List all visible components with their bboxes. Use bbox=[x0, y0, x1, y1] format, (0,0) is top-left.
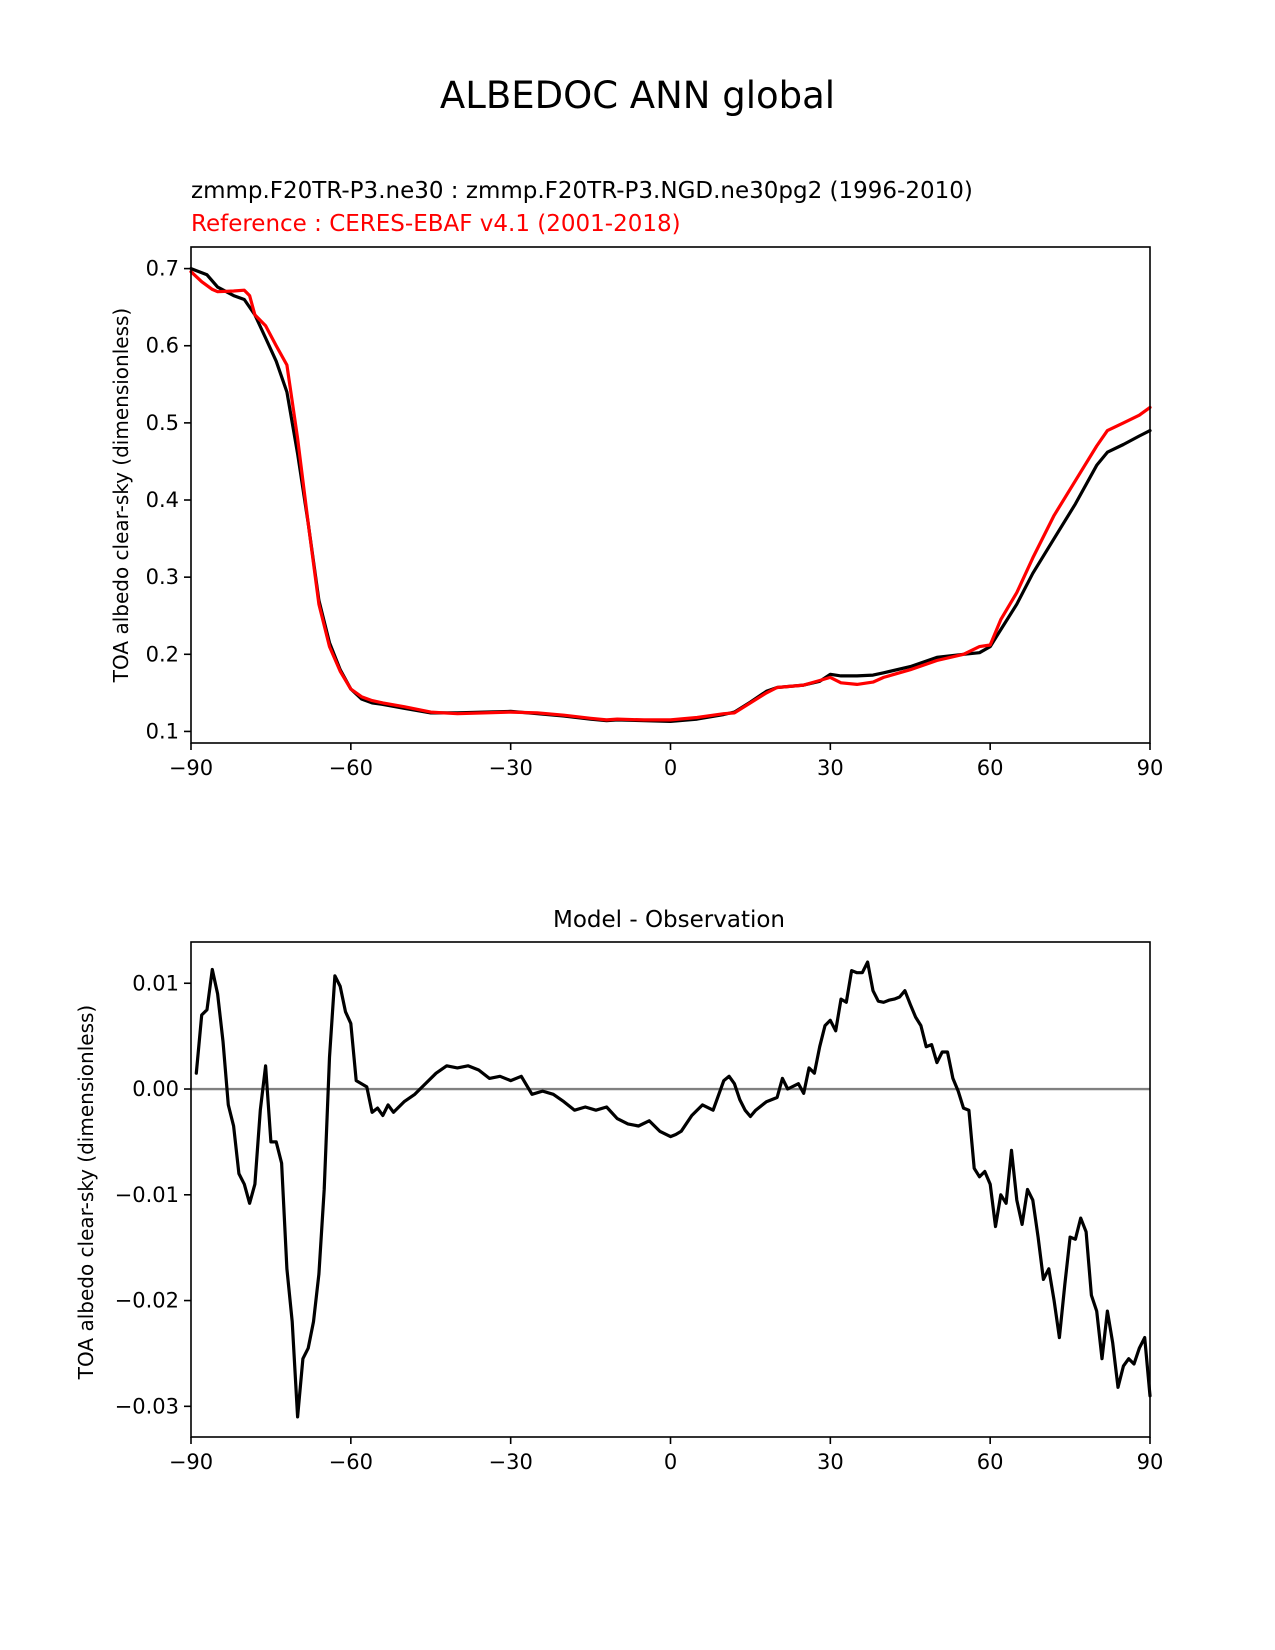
top-panel-reference-title: Reference : CERES-EBAF v4.1 (2001-2018) bbox=[191, 211, 681, 237]
bottom-xtick-label: −30 bbox=[489, 1450, 533, 1474]
top-xtick-label: −60 bbox=[329, 756, 373, 780]
top-ytick-label: 0.3 bbox=[146, 565, 179, 589]
figure-title: ALBEDOC ANN global bbox=[440, 74, 835, 117]
bottom-ytick-label: 0.00 bbox=[132, 1077, 179, 1101]
top-series-reference bbox=[189, 270, 1152, 722]
bottom-series-difference bbox=[194, 960, 1152, 1419]
bottom-ytick-label: −0.01 bbox=[115, 1183, 179, 1207]
bottom-ytick-label: −0.02 bbox=[115, 1289, 179, 1313]
bottom-panel-plot-area: −90 −60 −30 0 30 60 90 −0.03 −0.02 −0.01 0.00 0.01 bbox=[115, 941, 1164, 1474]
top-xtick-label: 90 bbox=[1137, 756, 1164, 780]
bottom-ytick-label: −0.03 bbox=[115, 1394, 179, 1418]
panel-top-chart: zmmp.F20TR-P3.ne30 : zmmp.F20TR-P3.NGD.n… bbox=[109, 178, 1163, 780]
top-xtick-label: 0 bbox=[664, 756, 677, 780]
top-panel-plot-area: −90 −60 −30 0 30 60 90 0.1 0.2 0.3 0.4 0.5 0.6 0.7 bbox=[146, 246, 1164, 780]
top-ytick-label: 0.4 bbox=[146, 488, 179, 512]
bottom-ytick-label: 0.01 bbox=[132, 971, 179, 995]
bottom-panel-ylabel: TOA albedo clear-sky (dimensionless) bbox=[74, 1005, 98, 1380]
top-xtick-label: −30 bbox=[489, 756, 533, 780]
bottom-xtick-label: 60 bbox=[977, 1450, 1004, 1474]
bottom-xtick-label: −60 bbox=[329, 1450, 373, 1474]
top-panel-ylabel: TOA albedo clear-sky (dimensionless) bbox=[109, 308, 133, 683]
top-xtick-label: 30 bbox=[817, 756, 844, 780]
bottom-panel-title: Model - Observation bbox=[553, 907, 785, 933]
top-ytick-label: 0.2 bbox=[146, 642, 179, 666]
top-ytick-label: 0.6 bbox=[146, 334, 179, 358]
top-ytick-label: 0.7 bbox=[146, 257, 179, 281]
bottom-xtick-label: −90 bbox=[169, 1450, 213, 1474]
top-xtick-label: 60 bbox=[977, 756, 1004, 780]
bottom-xtick-label: 90 bbox=[1137, 1450, 1164, 1474]
top-xtick-label: −90 bbox=[169, 756, 213, 780]
top-ytick-label: 0.1 bbox=[146, 719, 179, 743]
bottom-xtick-label: 0 bbox=[664, 1450, 677, 1474]
top-panel-test-title: zmmp.F20TR-P3.ne30 : zmmp.F20TR-P3.NGD.n… bbox=[191, 178, 973, 204]
bottom-xtick-label: 30 bbox=[817, 1450, 844, 1474]
panel-bottom-chart: Model - Observation TOA albedo clear-sky… bbox=[74, 907, 1163, 1474]
top-ytick-label: 0.5 bbox=[146, 411, 179, 435]
